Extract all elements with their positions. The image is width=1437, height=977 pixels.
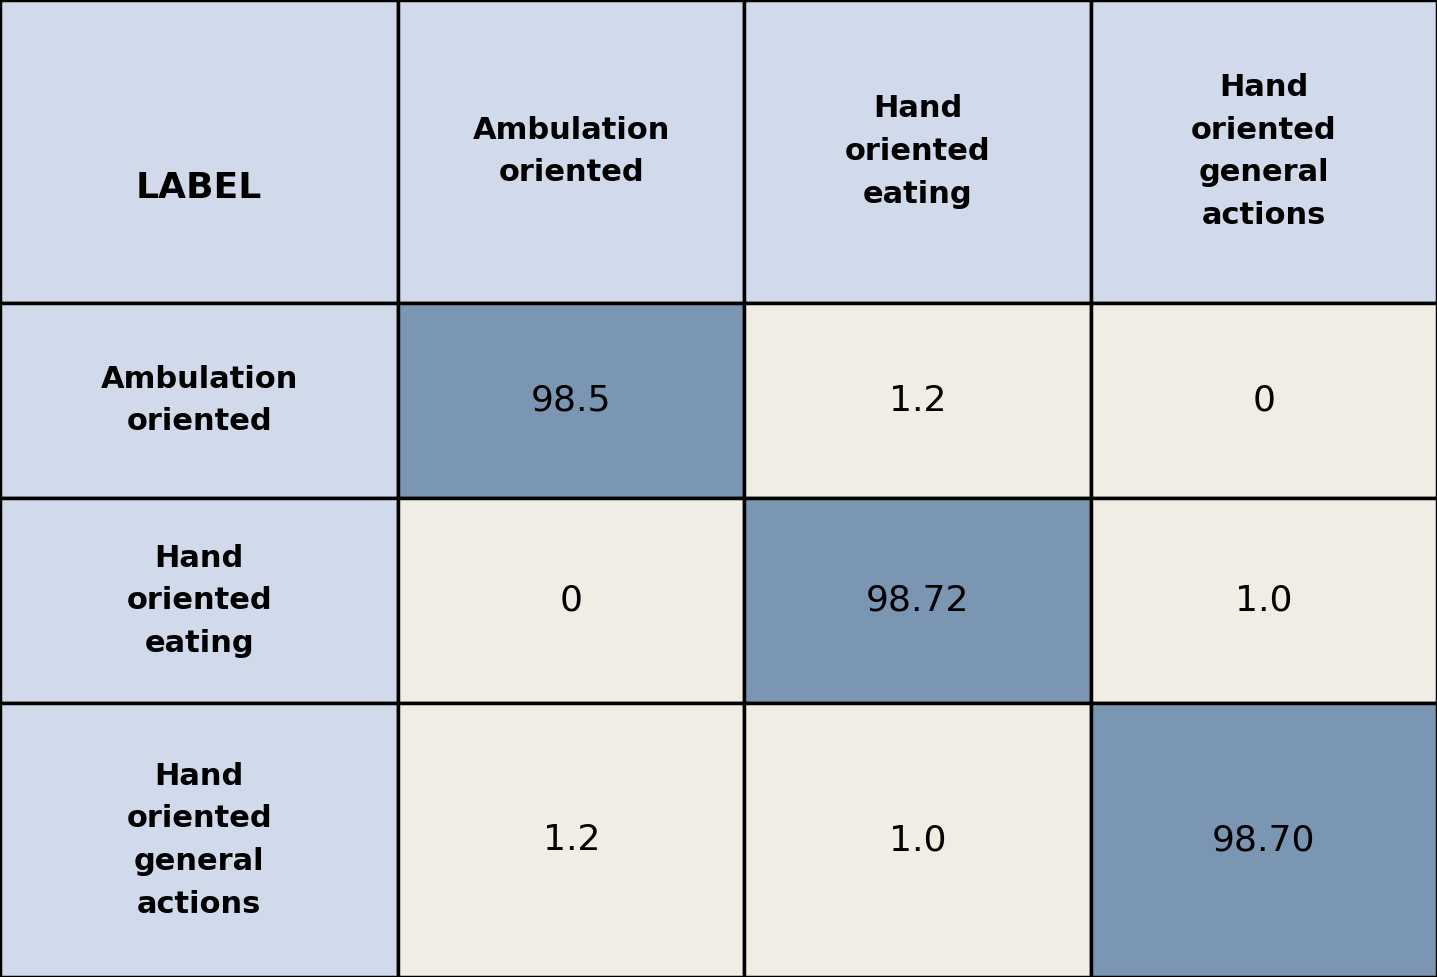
Text: 98.72: 98.72 [867, 584, 970, 617]
Bar [744, 498, 1091, 703]
Bar [1091, 303, 1437, 498]
Bar [744, 0, 1091, 303]
Bar [0, 303, 398, 498]
Bar [744, 703, 1091, 977]
Bar [1091, 703, 1437, 977]
Bar [398, 498, 744, 703]
Bar [0, 498, 398, 703]
Bar [744, 303, 1091, 498]
Text: 1.2: 1.2 [543, 824, 601, 857]
Text: LABEL: LABEL [137, 171, 262, 205]
Bar [0, 0, 398, 303]
Text: Ambulation
oriented: Ambulation oriented [473, 115, 670, 188]
Text: 98.5: 98.5 [532, 384, 612, 417]
Bar [398, 703, 744, 977]
Text: Hand
oriented
eating: Hand oriented eating [845, 94, 990, 209]
Text: Hand
oriented
general
actions: Hand oriented general actions [1191, 72, 1336, 231]
Text: 0: 0 [560, 584, 583, 617]
Text: 98.70: 98.70 [1213, 824, 1316, 857]
Bar [0, 703, 398, 977]
Text: 1.2: 1.2 [890, 384, 947, 417]
Text: 1.0: 1.0 [1236, 584, 1293, 617]
Text: 0: 0 [1253, 384, 1276, 417]
Bar [1091, 0, 1437, 303]
Text: Hand
oriented
general
actions: Hand oriented general actions [126, 761, 272, 919]
Text: 1.0: 1.0 [890, 824, 947, 857]
Bar [398, 303, 744, 498]
Text: Ambulation
oriented: Ambulation oriented [101, 364, 297, 437]
Bar [1091, 498, 1437, 703]
Text: Hand
oriented
eating: Hand oriented eating [126, 543, 272, 658]
Bar [398, 0, 744, 303]
